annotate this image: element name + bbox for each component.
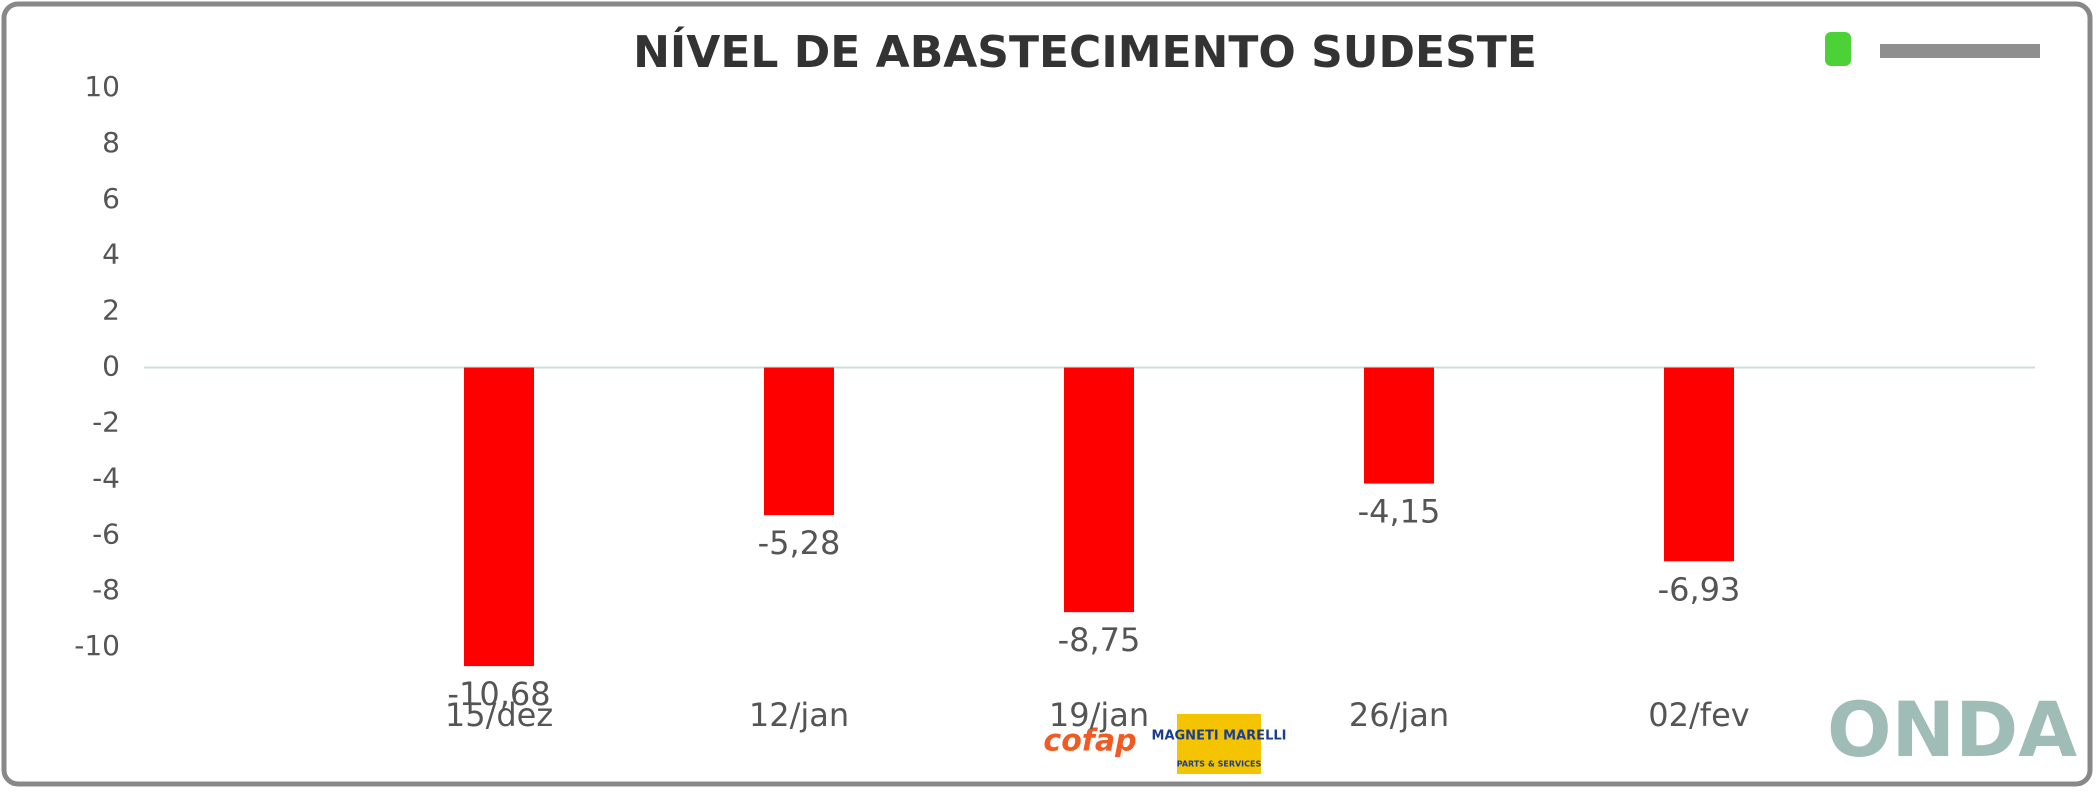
bar: [1364, 367, 1434, 484]
y-tick-label: 6: [102, 182, 120, 215]
x-tick-label: 15/dez: [445, 696, 553, 734]
marelli-text: MAGNETI MARELLI: [1152, 729, 1287, 744]
cofap-logo: cofap: [1043, 724, 1136, 759]
y-tick-label: -2: [92, 405, 120, 438]
y-tick-label: 10: [84, 70, 120, 103]
marelli-subtext: PARTS & SERVICES: [1177, 760, 1262, 769]
x-tick-label: 02/fev: [1648, 696, 1749, 734]
onda-logo: ONDA: [1827, 685, 2077, 774]
y-tick-label: 0: [102, 350, 120, 383]
y-tick-label: -4: [92, 461, 120, 494]
y-tick-label: -8: [92, 573, 120, 606]
logo-icon: [1825, 32, 1851, 66]
value-label: -6,93: [1658, 570, 1741, 608]
bar: [1664, 367, 1734, 562]
value-label: -10,68: [447, 675, 550, 713]
marelli-logo: [1177, 714, 1261, 774]
value-label: -8,75: [1058, 621, 1141, 659]
y-tick-label: -6: [92, 517, 120, 550]
y-tick-label: 4: [102, 238, 120, 271]
bar: [464, 367, 534, 667]
bar: [1064, 367, 1134, 613]
x-tick-label: 26/jan: [1349, 696, 1449, 734]
y-tick-label: 8: [102, 126, 120, 159]
value-label: -5,28: [758, 524, 841, 562]
x-tick-label: 19/jan: [1049, 696, 1149, 734]
x-tick-label: 12/jan: [749, 696, 849, 734]
chart-title: NÍVEL DE ABASTECIMENTO SUDESTE: [633, 25, 1537, 78]
y-tick-label: -10: [74, 629, 120, 662]
bar: [764, 367, 834, 516]
value-label: -4,15: [1358, 493, 1441, 531]
logo-text: [1880, 44, 2040, 58]
y-tick-label: 2: [102, 294, 120, 327]
